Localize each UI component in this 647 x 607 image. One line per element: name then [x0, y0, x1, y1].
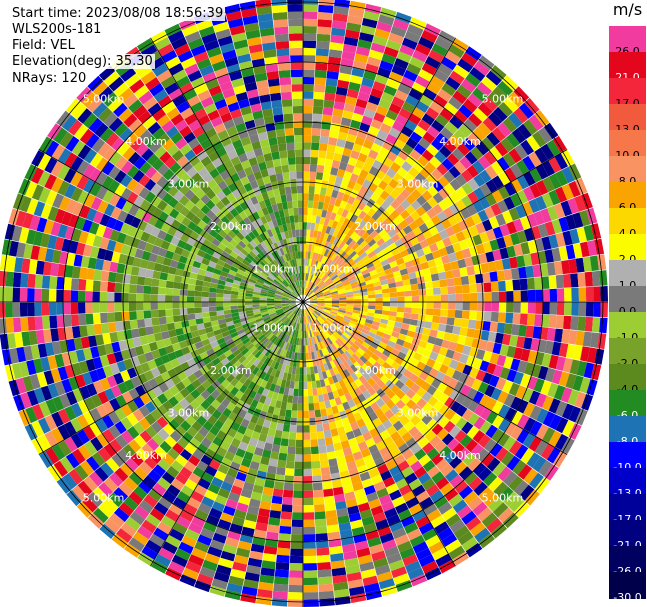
range-ring-label: 3.00km [397, 407, 439, 420]
range-ring-label: 1.00km [253, 262, 295, 275]
colorbar-bin [609, 468, 646, 495]
colorbar-bin [609, 442, 646, 469]
range-ring-label: 1.00km [253, 322, 295, 335]
range-ring-label: 5.00km [83, 93, 125, 106]
range-ring-label: 4.00km [125, 135, 167, 148]
colorbar-bin [609, 260, 646, 287]
range-ring-label: 5.00km [83, 491, 125, 504]
elevation-label: Elevation(deg): 35.30 [10, 54, 155, 69]
colorbar-unit: m/s [612, 0, 643, 19]
range-ring-label: 3.00km [397, 177, 439, 190]
range-ring-label: 2.00km [210, 364, 252, 377]
range-ring-labels: 1.00km 1.00km 1.00km 1.00km 2.00km 2.00km 2.00… [83, 93, 523, 505]
azimuth-line [302, 149, 568, 303]
colorbar-bin [609, 52, 646, 79]
colorbar-bin [609, 520, 646, 547]
instrument-label: WLS200s-181 [10, 22, 104, 37]
colorbar-tick-label: -30.0 [613, 591, 642, 604]
range-ring-label: 2.00km [354, 364, 396, 377]
colorbar-bin [609, 78, 646, 105]
colorbar-bin [609, 182, 646, 209]
colorbar-bin [609, 104, 646, 131]
colorbar-bin [609, 234, 646, 261]
range-ring-label: 5.00km [482, 93, 524, 106]
colorbar-bin [609, 572, 646, 599]
colorbar-bin [609, 416, 646, 443]
range-ring-label: 2.00km [210, 220, 252, 233]
range-ring-label: 5.00km [482, 491, 524, 504]
colorbar-bin [609, 364, 646, 391]
colorbar-bin [609, 208, 646, 235]
azimuth-line [150, 37, 304, 303]
colorbar-bin [609, 390, 646, 417]
azimuth-line [302, 301, 568, 455]
colorbar-bin [609, 130, 646, 157]
range-azimuth-grid [0, 0, 608, 607]
azimuth-line [302, 301, 456, 567]
range-ring-label: 1.00km [312, 322, 354, 335]
colorbar-bin [609, 286, 646, 313]
nrays-label: NRays: 120 [10, 71, 89, 86]
colorbar-bin [609, 546, 646, 573]
colorbar-bin [609, 312, 646, 339]
range-ring-label: 4.00km [439, 449, 481, 462]
colorbar-bin [609, 494, 646, 521]
colorbar-bin [609, 26, 646, 53]
azimuth-line [38, 149, 304, 303]
velocity-gates [0, 0, 608, 607]
start-time-label: Start time: 2023/08/08 18:56:39 [10, 6, 226, 21]
range-ring-label: 1.00km [312, 262, 354, 275]
range-ring-label: 2.00km [354, 220, 396, 233]
azimuth-line [150, 301, 304, 567]
field-label: Field: VEL [10, 38, 77, 53]
azimuth-line [38, 301, 304, 455]
range-ring-label: 4.00km [439, 135, 481, 148]
colorbar-bin [609, 156, 646, 183]
range-ring-label: 4.00km [125, 449, 167, 462]
azimuth-line [302, 37, 456, 303]
range-ring-label: 3.00km [168, 177, 210, 190]
range-ring-label: 3.00km [168, 407, 210, 420]
colorbar: 26.021.017.013.010.08.06.04.02.01.00.0-1… [609, 26, 646, 604]
colorbar-bin [609, 338, 646, 365]
